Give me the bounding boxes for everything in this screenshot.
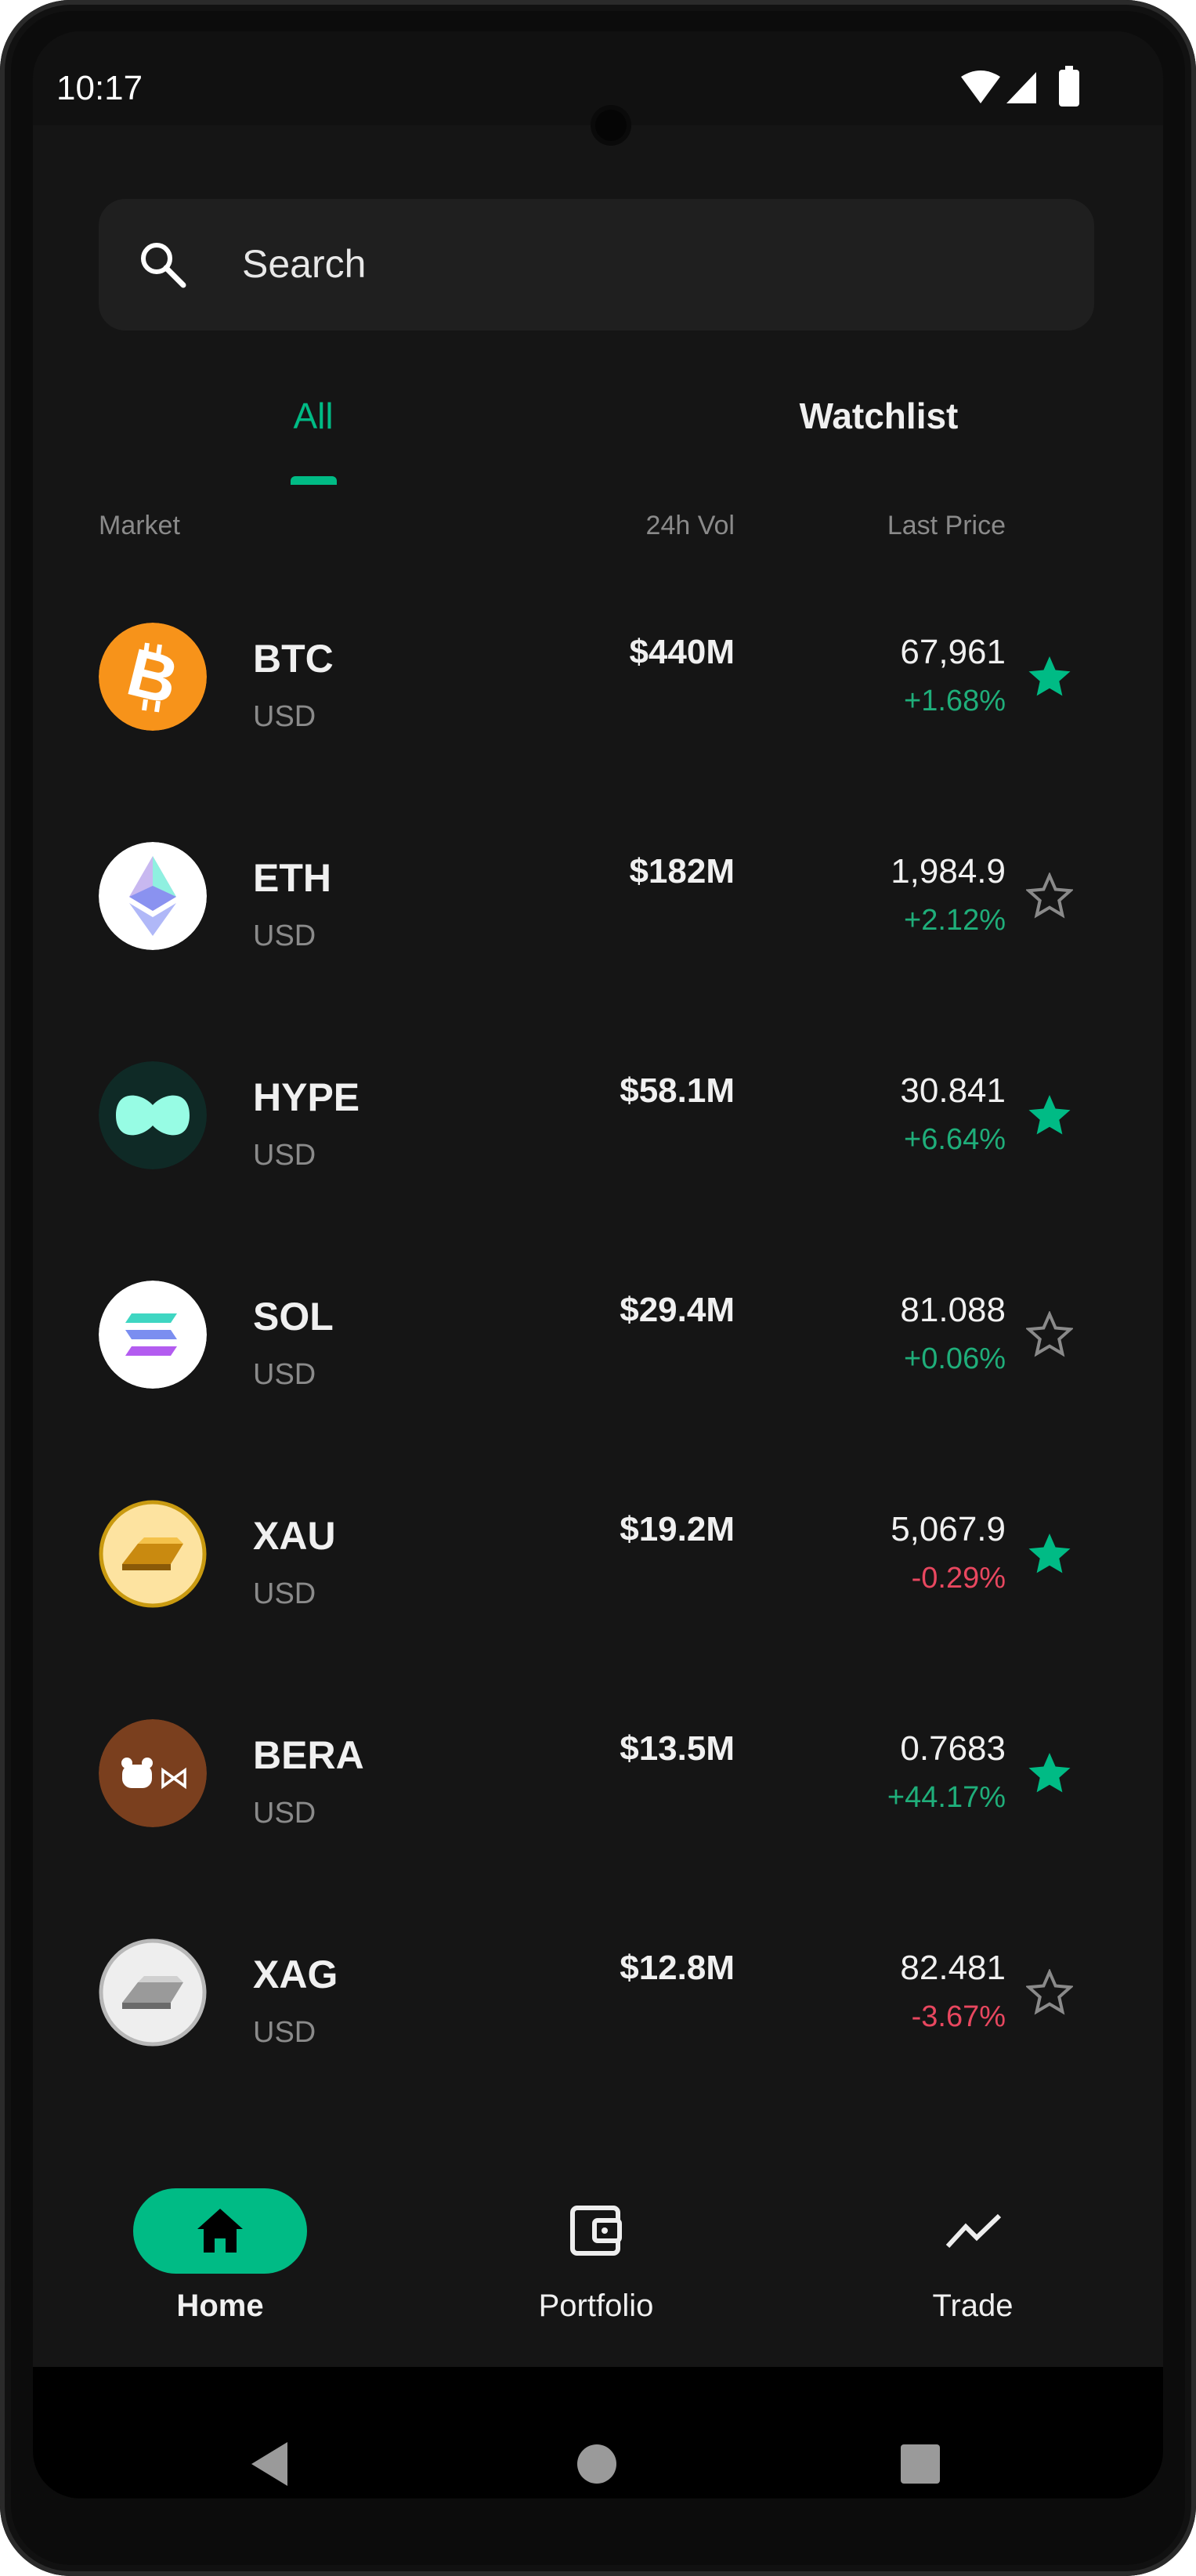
active-tab-indicator: [291, 476, 337, 485]
market-volume: $58.1M: [620, 1071, 735, 1110]
home-circle-icon[interactable]: [576, 2444, 617, 2484]
silver-bar-icon: [99, 1938, 207, 2047]
market-price: 81.088: [900, 1291, 1006, 1329]
search-placeholder: Search: [242, 242, 367, 286]
column-header-price[interactable]: Last Price: [887, 511, 1006, 540]
market-quote: USD: [253, 1139, 316, 1172]
star-outline-icon[interactable]: [1026, 1969, 1073, 2016]
bitcoin-icon: B: [99, 623, 207, 731]
ethereum-icon: [99, 842, 207, 950]
market-symbol: XAU: [253, 1514, 336, 1558]
star-filled-icon[interactable]: [1026, 1092, 1073, 1139]
market-symbol: ETH: [253, 856, 331, 900]
market-quote: USD: [253, 700, 316, 733]
column-header-market[interactable]: Market: [99, 511, 180, 540]
market-row-btc[interactable]: B BTC USD $440M 67,961 +1.68%: [33, 581, 1163, 800]
nav-trade-label[interactable]: Trade: [932, 2289, 1014, 2323]
market-row-hype[interactable]: HYPE USD $58.1M 30.841 +6.64%: [33, 1020, 1163, 1239]
market-quote: USD: [253, 919, 316, 952]
nav-home-button[interactable]: [133, 2188, 307, 2274]
back-icon[interactable]: [248, 2441, 289, 2487]
market-price: 5,067.9: [891, 1510, 1006, 1548]
market-price: 30.841: [900, 1071, 1006, 1110]
hyperliquid-icon: [99, 1061, 207, 1169]
market-volume: $12.8M: [620, 1949, 735, 1987]
market-volume: $13.5M: [620, 1729, 735, 1768]
market-quote: USD: [253, 1358, 316, 1391]
market-volume: $29.4M: [620, 1291, 735, 1329]
market-change: -3.67%: [911, 2000, 1006, 2033]
svg-text:⋈: ⋈: [158, 1760, 190, 1796]
gold-bar-icon: [99, 1500, 207, 1608]
market-symbol: BTC: [253, 637, 334, 681]
market-symbol: BERA: [253, 1733, 364, 1777]
tab-watchlist[interactable]: Watchlist: [799, 396, 959, 436]
market-change: +6.64%: [904, 1123, 1006, 1156]
star-outline-icon[interactable]: [1026, 1311, 1073, 1358]
market-change: +1.68%: [904, 685, 1006, 717]
home-icon: [197, 2209, 243, 2253]
market-change: -0.29%: [911, 1562, 1006, 1595]
market-quote: USD: [253, 1797, 316, 1830]
berachain-icon: ⋈: [99, 1719, 207, 1827]
star-filled-icon[interactable]: [1026, 1750, 1073, 1797]
wifi-signal-icons: [961, 70, 1036, 103]
trend-icon[interactable]: [945, 2213, 1002, 2249]
recents-icon[interactable]: [900, 2444, 941, 2484]
market-change: +44.17%: [887, 1781, 1006, 1814]
nav-portfolio-label[interactable]: Portfolio: [538, 2289, 654, 2323]
market-volume: $440M: [629, 633, 735, 671]
market-row-xag[interactable]: XAG USD $12.8M 82.481 -3.67%: [33, 1897, 1163, 2116]
market-price: 1,984.9: [891, 852, 1006, 891]
column-header-volume[interactable]: 24h Vol: [645, 511, 735, 540]
market-symbol: XAG: [253, 1953, 338, 1996]
market-price: 0.7683: [900, 1729, 1006, 1768]
market-change: +0.06%: [904, 1342, 1006, 1375]
market-quote: USD: [253, 1577, 316, 1610]
wifi-icon: [961, 70, 1000, 103]
market-row-bera[interactable]: ⋈ BERA USD $13.5M 0.7683 +44.17%: [33, 1678, 1163, 1897]
market-symbol: SOL: [253, 1295, 334, 1339]
status-time: 10:17: [56, 69, 143, 107]
market-row-xau[interactable]: XAU USD $19.2M 5,067.9 -0.29%: [33, 1458, 1163, 1678]
market-volume: $19.2M: [620, 1510, 735, 1548]
search-input[interactable]: Search: [99, 199, 1094, 331]
system-navigation-bar: [33, 2367, 1163, 2498]
market-volume: $182M: [629, 852, 735, 891]
market-price: 67,961: [900, 633, 1006, 671]
battery-icon: [1059, 66, 1079, 107]
signal-icon: [1006, 72, 1036, 103]
market-price: 82.481: [900, 1949, 1006, 1987]
star-outline-icon[interactable]: [1026, 873, 1073, 919]
app-screen: 10:17 Search All Watchlist Market 24h Vo…: [33, 31, 1163, 2498]
nav-home-label[interactable]: Home: [176, 2289, 264, 2323]
wallet-icon[interactable]: [569, 2205, 623, 2256]
front-camera: [595, 110, 627, 141]
market-row-sol[interactable]: SOL USD $29.4M 81.088 +0.06%: [33, 1239, 1163, 1458]
market-change: +2.12%: [904, 904, 1006, 937]
search-icon: [141, 243, 186, 288]
market-row-eth[interactable]: ETH USD $182M 1,984.9 +2.12%: [33, 800, 1163, 1020]
star-filled-icon[interactable]: [1026, 1530, 1073, 1577]
star-filled-icon[interactable]: [1026, 653, 1073, 700]
solana-icon: [99, 1281, 207, 1389]
tab-all[interactable]: All: [293, 396, 334, 436]
market-quote: USD: [253, 2016, 316, 2049]
market-symbol: HYPE: [253, 1075, 360, 1119]
status-bar: 10:17: [33, 31, 1163, 125]
